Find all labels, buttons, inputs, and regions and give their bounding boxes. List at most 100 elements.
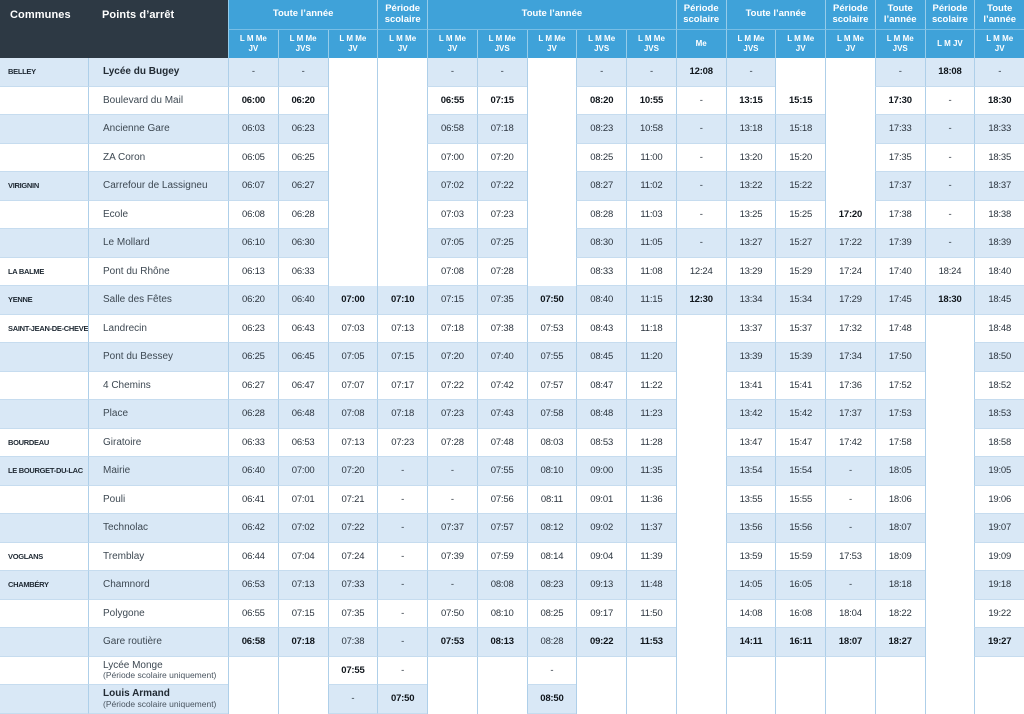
empty-cell: [775, 58, 826, 87]
day-header: L M Me JV: [775, 30, 826, 58]
day-header-line: L M Me: [289, 34, 317, 43]
time-cell: -: [825, 485, 875, 514]
timetable-row: 4 Chemins 06:27 06:47 07:07 07:17 07:22 07:42 0…: [0, 371, 1024, 400]
time-cell: 06:28: [228, 400, 278, 429]
stop-cell: Gare routière: [88, 628, 228, 657]
time-cell: 06:53: [277, 428, 328, 457]
empty-cell: [377, 257, 428, 286]
period-group-header: Période scolaire: [675, 0, 726, 30]
time-cell: 07:03: [427, 200, 477, 229]
timetable-row: VIRIGNIN Carrefour de Lassigneu 06:07 06:27…: [0, 172, 1024, 201]
time-cell: 08:28: [576, 200, 627, 229]
time-cell: 10:55: [626, 86, 676, 115]
day-header-line: L M Me: [339, 34, 367, 43]
time-cell: 19:07: [974, 514, 1024, 543]
time-cell: 07:24: [327, 542, 378, 571]
time-cell: 07:22: [476, 172, 527, 201]
empty-cell: [526, 115, 577, 144]
commune-cell: VIRIGNIN: [0, 172, 88, 201]
time-cell: 06:48: [277, 400, 328, 429]
time-cell: 08:30: [576, 229, 627, 258]
time-cell: 09:22: [576, 628, 627, 657]
day-header-line: JV: [447, 44, 458, 53]
time-cell: -: [675, 86, 726, 115]
empty-cell: [675, 542, 726, 571]
time-cell: 07:59: [476, 542, 527, 571]
time-cell: 08:20: [576, 86, 627, 115]
time-cell: 18:40: [974, 257, 1024, 286]
commune-cell: LE BOURGET-DU-LAC: [0, 457, 88, 486]
time-cell: 07:18: [277, 628, 328, 657]
empty-cell: [825, 58, 875, 87]
time-cell: 08:33: [576, 257, 627, 286]
empty-cell: [675, 685, 726, 714]
day-header-line: L M Me: [488, 34, 516, 43]
time-cell: 11:22: [626, 371, 676, 400]
time-cell: 18:04: [825, 599, 875, 628]
time-cell: 17:35: [874, 143, 925, 172]
time-cell: 07:02: [427, 172, 477, 201]
time-cell: 07:04: [277, 542, 328, 571]
time-cell: 17:33: [874, 115, 925, 144]
period-group-header: Toute l’année: [427, 0, 676, 30]
day-header: L M JV: [924, 30, 975, 58]
period-group-header: Toute l’année: [725, 0, 826, 30]
day-header: L M Me JV: [228, 30, 278, 58]
empty-cell: [675, 514, 726, 543]
timetable-row: Pont du Bessey 06:25 06:45 07:05 07:15 07:20 0…: [0, 343, 1024, 372]
empty-cell: [675, 457, 726, 486]
empty-cell: [924, 571, 975, 600]
commune-cell: YENNE: [0, 286, 88, 315]
stops-header: Points d’arrêt: [88, 0, 228, 58]
time-cell: -: [377, 599, 428, 628]
stop-name: Lycée du Bugey: [103, 66, 180, 77]
stop-cell: Place: [88, 400, 228, 429]
day-header-line: JVS: [743, 44, 759, 53]
day-header-line: JV: [248, 44, 259, 53]
time-cell: 14:05: [725, 571, 776, 600]
empty-cell: [228, 656, 278, 685]
commune-cell: [0, 486, 88, 514]
time-cell: 08:25: [526, 599, 577, 628]
time-cell: 11:36: [626, 485, 676, 514]
stop-cell: Polygone: [88, 599, 228, 628]
time-cell: 06:03: [228, 115, 278, 144]
empty-cell: [675, 371, 726, 400]
time-cell: -: [924, 143, 975, 172]
empty-cell: [825, 656, 875, 685]
empty-cell: [725, 656, 776, 685]
time-cell: 07:07: [327, 371, 378, 400]
day-header-line: JV: [547, 44, 557, 53]
day-header-line: L M Me: [438, 34, 466, 43]
stop-cell: Carrefour de Lassigneu: [88, 172, 228, 201]
empty-cell: [924, 514, 975, 543]
timetable-row: Technolac 06:42 07:02 07:22-07:37 07:57 08:12…: [0, 514, 1024, 543]
time-cell: 17:29: [825, 286, 875, 315]
time-cell: -: [825, 514, 875, 543]
day-header: L M Me JV: [974, 30, 1024, 58]
timetable-body: BELLEY Lycée du Bugey - - - - - -12:08- -18:08- B…: [0, 58, 1024, 714]
time-cell: 11:50: [626, 599, 676, 628]
time-cell: 08:53: [576, 428, 627, 457]
time-cell: 15:56: [775, 514, 826, 543]
timetable-row: Gare routière 06:58 07:18 07:38-07:53 08:13 0…: [0, 628, 1024, 657]
empty-cell: [476, 685, 527, 714]
time-cell: 07:23: [377, 428, 428, 457]
stop-name: Salle des Fêtes: [103, 294, 172, 305]
time-cell: 11:23: [626, 400, 676, 429]
time-cell: 07:23: [476, 200, 527, 229]
time-cell: 15:22: [775, 172, 826, 201]
time-cell: 07:10: [377, 286, 428, 315]
empty-cell: [924, 542, 975, 571]
day-header: L M Me JV: [377, 30, 428, 58]
time-cell: 17:24: [825, 257, 875, 286]
time-cell: -: [327, 685, 378, 714]
day-header-line: JV: [795, 44, 806, 53]
time-cell: 13:34: [725, 286, 776, 315]
commune-cell: [0, 87, 88, 115]
time-cell: 17:39: [874, 229, 925, 258]
empty-cell: [825, 115, 875, 144]
stop-cell: Louis Armand (Période scolaire uniquement…: [88, 685, 228, 714]
day-header-line: L M Me: [787, 34, 815, 43]
stops-header-label: Points d’arrêt: [102, 9, 175, 21]
